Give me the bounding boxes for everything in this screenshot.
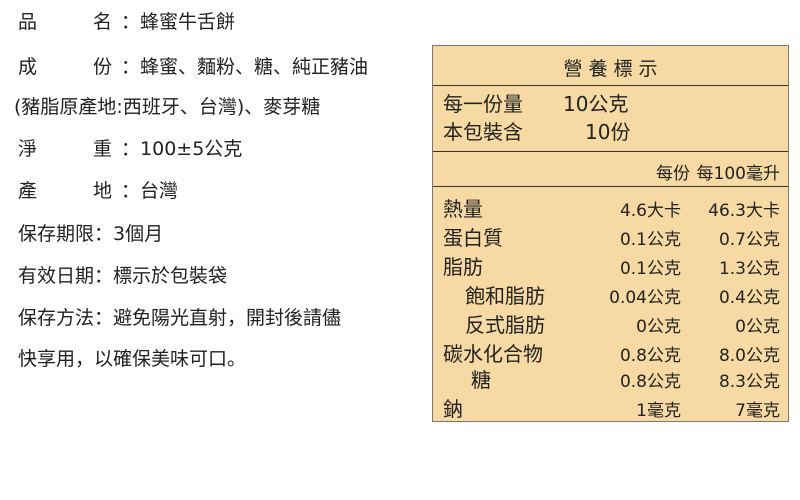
nutrient-per-100: 0.7公克 <box>718 230 780 250</box>
label: 有效日期 <box>18 265 95 287</box>
nutrient-name: 鈉 <box>443 397 463 421</box>
nutrient-per-serving: 0公克 <box>636 317 681 337</box>
nutrient-per-100: 8.0公克 <box>718 346 780 366</box>
label: 淨 <box>18 138 38 160</box>
info-storage: 保存方法：避免陽光直射，開封後請儘 <box>18 304 341 332</box>
label: 保存方法 <box>18 307 95 329</box>
nutrition-label: 營 養 標 示 每一份量 10公克 本包裝含 10份 每份 每100毫升 熱量 4… <box>432 45 789 422</box>
nutrient-name: 碳水化合物 <box>443 342 543 366</box>
value: 3個月 <box>113 223 164 245</box>
col-per-serving: 每份 <box>656 164 690 184</box>
value: (豬脂原產地:西班牙、台灣)、麥芽糖 <box>14 96 321 118</box>
nutrient-per-100: 46.3大卡 <box>708 201 780 221</box>
info-origin: 產 地 ：台灣 <box>18 177 178 205</box>
label: 重 <box>93 138 113 160</box>
nutrient-per-serving: 1毫克 <box>636 401 681 421</box>
nutrient-per-serving: 0.1公克 <box>619 230 681 250</box>
info-ingredients: 成 份 ：蜂蜜、麵粉、糖、純正豬油 <box>18 53 368 81</box>
info-ingredients-cont: (豬脂原產地:西班牙、台灣)、麥芽糖 <box>14 93 320 121</box>
sep: ： <box>121 11 141 33</box>
nutrient-per-100: 0公克 <box>735 317 780 337</box>
info-expiry: 有效日期：標示於包裝袋 <box>18 262 227 290</box>
nutrient-name: 糖 <box>471 368 491 392</box>
label: 名 <box>93 11 113 33</box>
nutrient-per-100: 8.3公克 <box>718 372 780 392</box>
value: 快享用，以確保美味可口。 <box>18 348 247 370</box>
value: 蜂蜜、麵粉、糖、純正豬油 <box>140 56 369 78</box>
info-shelf-life: 保存期限：3個月 <box>18 220 163 248</box>
nutrient-name: 熱量 <box>443 197 483 221</box>
value: 100±5公克 <box>140 138 243 160</box>
nutrient-per-serving: 0.04公克 <box>609 288 681 308</box>
sep: ： <box>94 307 114 329</box>
divider <box>433 151 788 152</box>
value: 台灣 <box>140 180 179 202</box>
label: 品 <box>18 11 38 33</box>
nutrient-per-serving: 0.8公克 <box>619 346 681 366</box>
nutrient-name: 脂肪 <box>443 255 483 279</box>
col-per-100: 每100毫升 <box>696 164 780 184</box>
nutrient-name: 蛋白質 <box>443 226 503 250</box>
servings-value: 10份 <box>585 120 631 144</box>
sep: ： <box>121 180 141 202</box>
label: 地 <box>93 180 113 202</box>
serving-size-value: 10公克 <box>563 92 629 116</box>
divider <box>433 186 788 187</box>
info-storage-cont: 快享用，以確保美味可口。 <box>18 345 246 373</box>
label: 產 <box>18 180 38 202</box>
info-weight: 淨 重 ：100±5公克 <box>18 135 242 163</box>
nutrient-per-serving: 4.6大卡 <box>619 201 681 221</box>
label: 保存期限 <box>18 223 95 245</box>
value: 標示於包裝袋 <box>113 265 228 287</box>
sep: ： <box>94 265 114 287</box>
nutrient-per-serving: 0.8公克 <box>619 372 681 392</box>
value: 蜂蜜牛舌餅 <box>140 11 236 33</box>
label: 份 <box>93 56 113 78</box>
nutrient-name: 反式脂肪 <box>465 313 545 337</box>
nutrient-name: 飽和脂肪 <box>465 284 545 308</box>
info-name: 品 名 ：蜂蜜牛舌餅 <box>18 8 235 36</box>
label: 成 <box>18 56 38 78</box>
divider <box>433 85 788 86</box>
sep: ： <box>94 223 114 245</box>
serving-size-label: 每一份量 <box>443 92 523 116</box>
sep: ： <box>121 138 141 160</box>
nutrient-per-100: 1.3公克 <box>718 259 780 279</box>
nutrient-per-100: 0.4公克 <box>718 288 780 308</box>
value: 避免陽光直射，開封後請儘 <box>113 307 342 329</box>
nutrient-per-100: 7毫克 <box>735 401 780 421</box>
servings-label: 本包裝含 <box>443 120 523 144</box>
nutrient-per-serving: 0.1公克 <box>619 259 681 279</box>
sep: ： <box>121 56 141 78</box>
nutrition-title: 營 養 標 示 <box>563 58 658 80</box>
